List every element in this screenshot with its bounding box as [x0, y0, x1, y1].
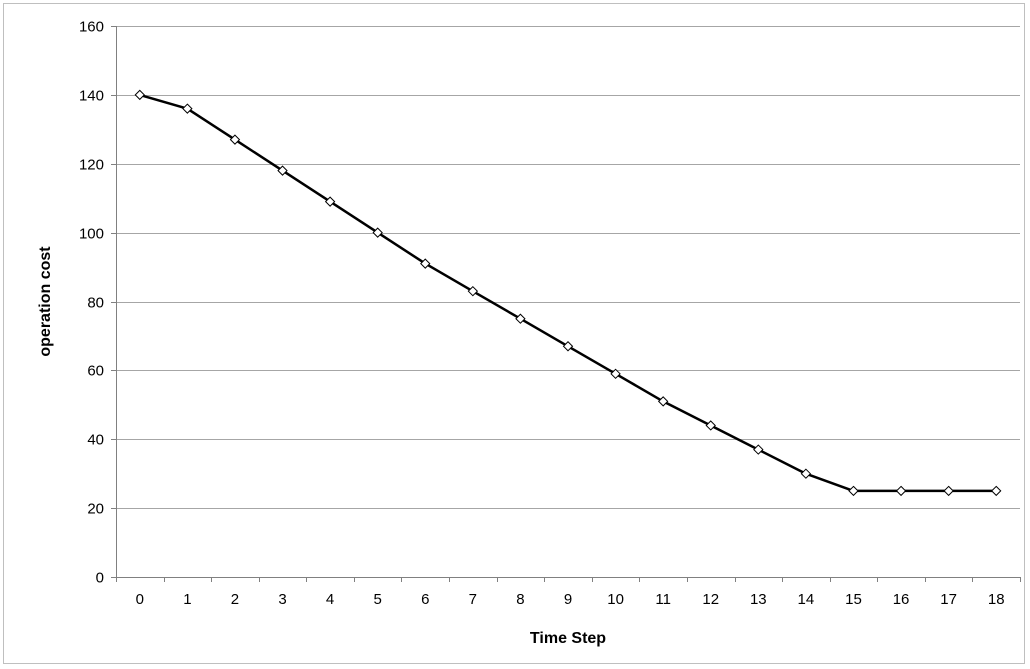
series-line — [139, 93, 997, 493]
x-tick-label: 2 — [231, 591, 239, 608]
y-tick-label: 60 — [87, 363, 104, 380]
x-tick-label: 3 — [278, 591, 286, 608]
x-tick-label: 4 — [326, 591, 334, 608]
series-layer — [139, 93, 997, 493]
data-point — [229, 134, 241, 145]
x-tick-label: 14 — [798, 591, 815, 608]
data-point — [515, 313, 526, 324]
y-tick-label: 120 — [79, 157, 104, 174]
markers — [134, 89, 1002, 497]
x-tick-label: 8 — [516, 591, 524, 608]
x-tick-label: 18 — [988, 591, 1005, 608]
x-tick-label: 17 — [940, 591, 957, 608]
data-point — [848, 485, 859, 497]
y-tick-label: 20 — [87, 501, 104, 518]
x-axis-title: Time Step — [530, 630, 606, 647]
data-point — [657, 396, 669, 407]
data-point — [895, 485, 907, 497]
data-point — [800, 468, 812, 479]
data-point — [182, 103, 193, 114]
x-tick-label: 13 — [750, 591, 767, 608]
chart-frame — [3, 3, 1025, 664]
y-tick-label: 0 — [96, 570, 104, 587]
x-tick-label: 10 — [607, 591, 624, 608]
data-point — [562, 341, 574, 352]
y-tick-label: 140 — [79, 88, 104, 105]
data-point — [372, 227, 383, 238]
x-tick-label: 11 — [655, 591, 671, 608]
x-tick-label: 12 — [702, 591, 719, 608]
data-point — [324, 196, 336, 207]
gridlines — [116, 26, 1020, 509]
data-point — [134, 89, 145, 101]
x-tick-label: 5 — [374, 591, 382, 608]
data-point — [420, 258, 431, 269]
y-tick-label: 100 — [79, 226, 104, 243]
data-point — [610, 368, 621, 380]
x-tick-label: 16 — [893, 591, 910, 608]
y-axis-title: operation cost — [37, 246, 54, 357]
x-tick-label: 15 — [845, 591, 862, 608]
x-tick-label: 7 — [469, 591, 477, 608]
y-tick-label: 40 — [87, 432, 104, 449]
data-point — [991, 485, 1002, 497]
y-tick-label: 80 — [87, 295, 104, 312]
data-point — [753, 444, 764, 455]
x-tick-label: 9 — [564, 591, 572, 608]
x-tick-label: 1 — [183, 591, 191, 608]
x-tick-label: 6 — [421, 591, 429, 608]
data-point — [943, 485, 954, 497]
data-point — [277, 165, 288, 176]
axes — [111, 26, 1021, 582]
y-tick-label: 160 — [79, 19, 104, 36]
x-tick-label: 0 — [136, 591, 144, 608]
data-point — [467, 285, 479, 297]
data-point — [705, 420, 716, 431]
